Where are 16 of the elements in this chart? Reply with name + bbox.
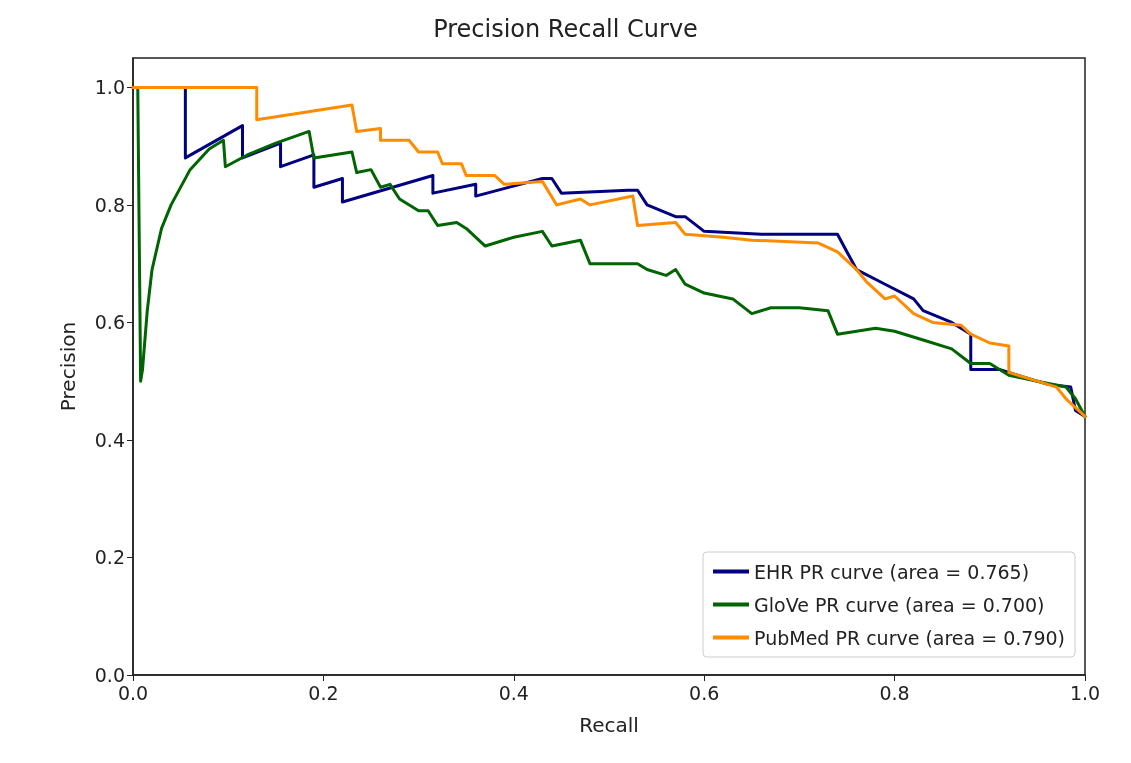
x-axis-title: Recall (579, 713, 639, 737)
x-tick-label: 0.8 (879, 681, 910, 704)
x-tick-label: 1.0 (1069, 681, 1101, 704)
legend-label: PubMed PR curve (area = 0.790) (754, 626, 1065, 649)
x-tick-label: 0.6 (689, 681, 720, 704)
y-tick-label: 0.8 (94, 193, 125, 216)
y-tick-label: 0.6 (94, 311, 125, 334)
x-tick-label: 0.2 (308, 681, 339, 704)
legend-label: EHR PR curve (area = 0.765) (754, 560, 1030, 583)
y-axis-title: Precision (56, 321, 80, 412)
legend-label: GloVe PR curve (area = 0.700) (754, 593, 1045, 616)
x-tick-label: 0.4 (498, 681, 529, 704)
y-tick-label: 0.2 (94, 546, 125, 569)
y-tick-label: 1.0 (94, 76, 125, 99)
chart-title: Precision Recall Curve (433, 15, 698, 43)
y-tick-label: 0.4 (94, 428, 125, 451)
